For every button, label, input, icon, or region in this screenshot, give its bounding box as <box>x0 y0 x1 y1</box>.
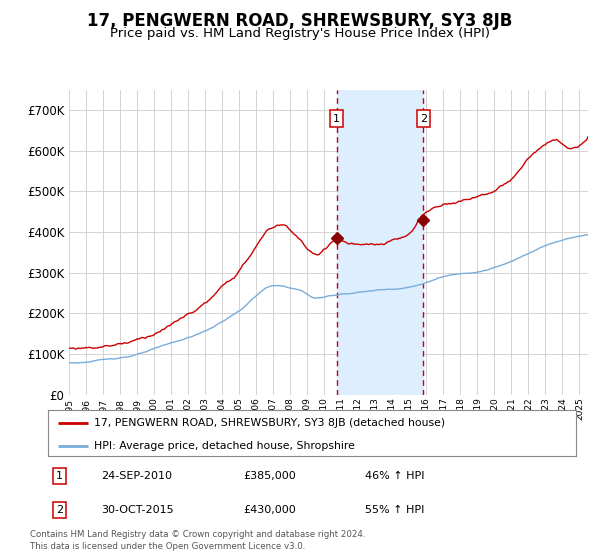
Text: 2: 2 <box>56 505 63 515</box>
Bar <box>337 90 424 395</box>
Text: HPI: Average price, detached house, Shropshire: HPI: Average price, detached house, Shro… <box>94 441 355 451</box>
Text: £385,000: £385,000 <box>244 472 296 482</box>
Text: 46% ↑ HPI: 46% ↑ HPI <box>365 472 424 482</box>
Text: 1: 1 <box>333 114 340 124</box>
Text: £430,000: £430,000 <box>244 505 296 515</box>
Text: 1: 1 <box>56 472 63 482</box>
Text: 24-SEP-2010: 24-SEP-2010 <box>101 472 172 482</box>
Text: 17, PENGWERN ROAD, SHREWSBURY, SY3 8JB (detached house): 17, PENGWERN ROAD, SHREWSBURY, SY3 8JB (… <box>94 418 446 428</box>
Text: 30-OCT-2015: 30-OCT-2015 <box>101 505 173 515</box>
Text: 17, PENGWERN ROAD, SHREWSBURY, SY3 8JB: 17, PENGWERN ROAD, SHREWSBURY, SY3 8JB <box>88 12 512 30</box>
Text: This data is licensed under the Open Government Licence v3.0.: This data is licensed under the Open Gov… <box>30 542 305 550</box>
Text: Contains HM Land Registry data © Crown copyright and database right 2024.: Contains HM Land Registry data © Crown c… <box>30 530 365 539</box>
Text: Price paid vs. HM Land Registry's House Price Index (HPI): Price paid vs. HM Land Registry's House … <box>110 27 490 40</box>
Text: 55% ↑ HPI: 55% ↑ HPI <box>365 505 424 515</box>
Text: 2: 2 <box>420 114 427 124</box>
